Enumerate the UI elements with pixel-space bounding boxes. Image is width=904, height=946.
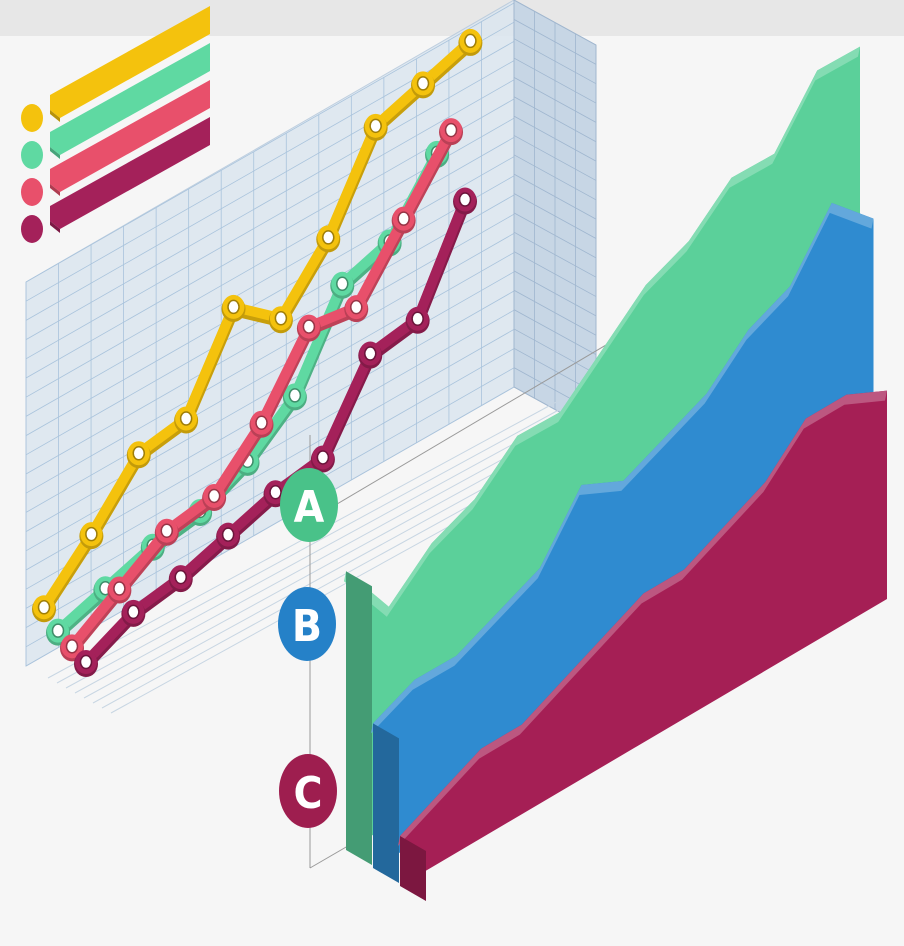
line-point xyxy=(216,522,241,550)
line-point xyxy=(344,295,369,323)
area-layer-B xyxy=(371,202,874,883)
line-point xyxy=(268,306,293,334)
badge-c-text: C xyxy=(293,768,322,819)
line-point xyxy=(154,518,179,546)
line-point xyxy=(391,206,416,234)
line-point xyxy=(282,383,307,411)
line-point xyxy=(79,522,104,550)
legend-item-1 xyxy=(21,6,210,132)
line-point xyxy=(330,271,355,299)
badge-b-text: B xyxy=(292,601,322,652)
line-point xyxy=(358,341,383,369)
line-point xyxy=(296,314,321,342)
line-point xyxy=(107,576,132,604)
line-series-1 xyxy=(32,28,483,623)
area-layer-C xyxy=(398,390,887,901)
line-point xyxy=(310,445,335,473)
top-bar xyxy=(0,0,904,36)
label-badge-c: C xyxy=(279,754,337,828)
line-point xyxy=(363,113,388,141)
area-chart xyxy=(344,46,887,901)
line-point xyxy=(458,28,483,56)
line-chart-side-panel xyxy=(513,0,597,433)
line-point xyxy=(453,187,478,215)
label-badge-b: B xyxy=(278,587,336,661)
legend-item-2 xyxy=(21,43,210,169)
line-chart-series xyxy=(32,28,483,677)
line-point xyxy=(174,406,199,434)
line-point xyxy=(249,410,274,438)
label-badge-a: A xyxy=(280,468,338,542)
line-point xyxy=(74,650,98,677)
legend-item-4 xyxy=(21,117,210,243)
badge-a-text: A xyxy=(294,482,325,533)
line-point xyxy=(46,618,70,646)
line-point xyxy=(32,595,56,623)
line-point xyxy=(168,565,193,593)
line-point xyxy=(121,599,146,627)
line-point xyxy=(202,483,227,511)
line-point xyxy=(221,294,246,322)
line-point xyxy=(405,306,430,334)
line-series-3 xyxy=(60,118,464,662)
line-point xyxy=(411,71,436,99)
line-point xyxy=(439,118,464,146)
legend xyxy=(21,6,210,243)
line-series-4 xyxy=(74,187,478,677)
line-point xyxy=(126,441,151,469)
line-point xyxy=(316,225,341,253)
legend-item-3 xyxy=(21,80,210,206)
